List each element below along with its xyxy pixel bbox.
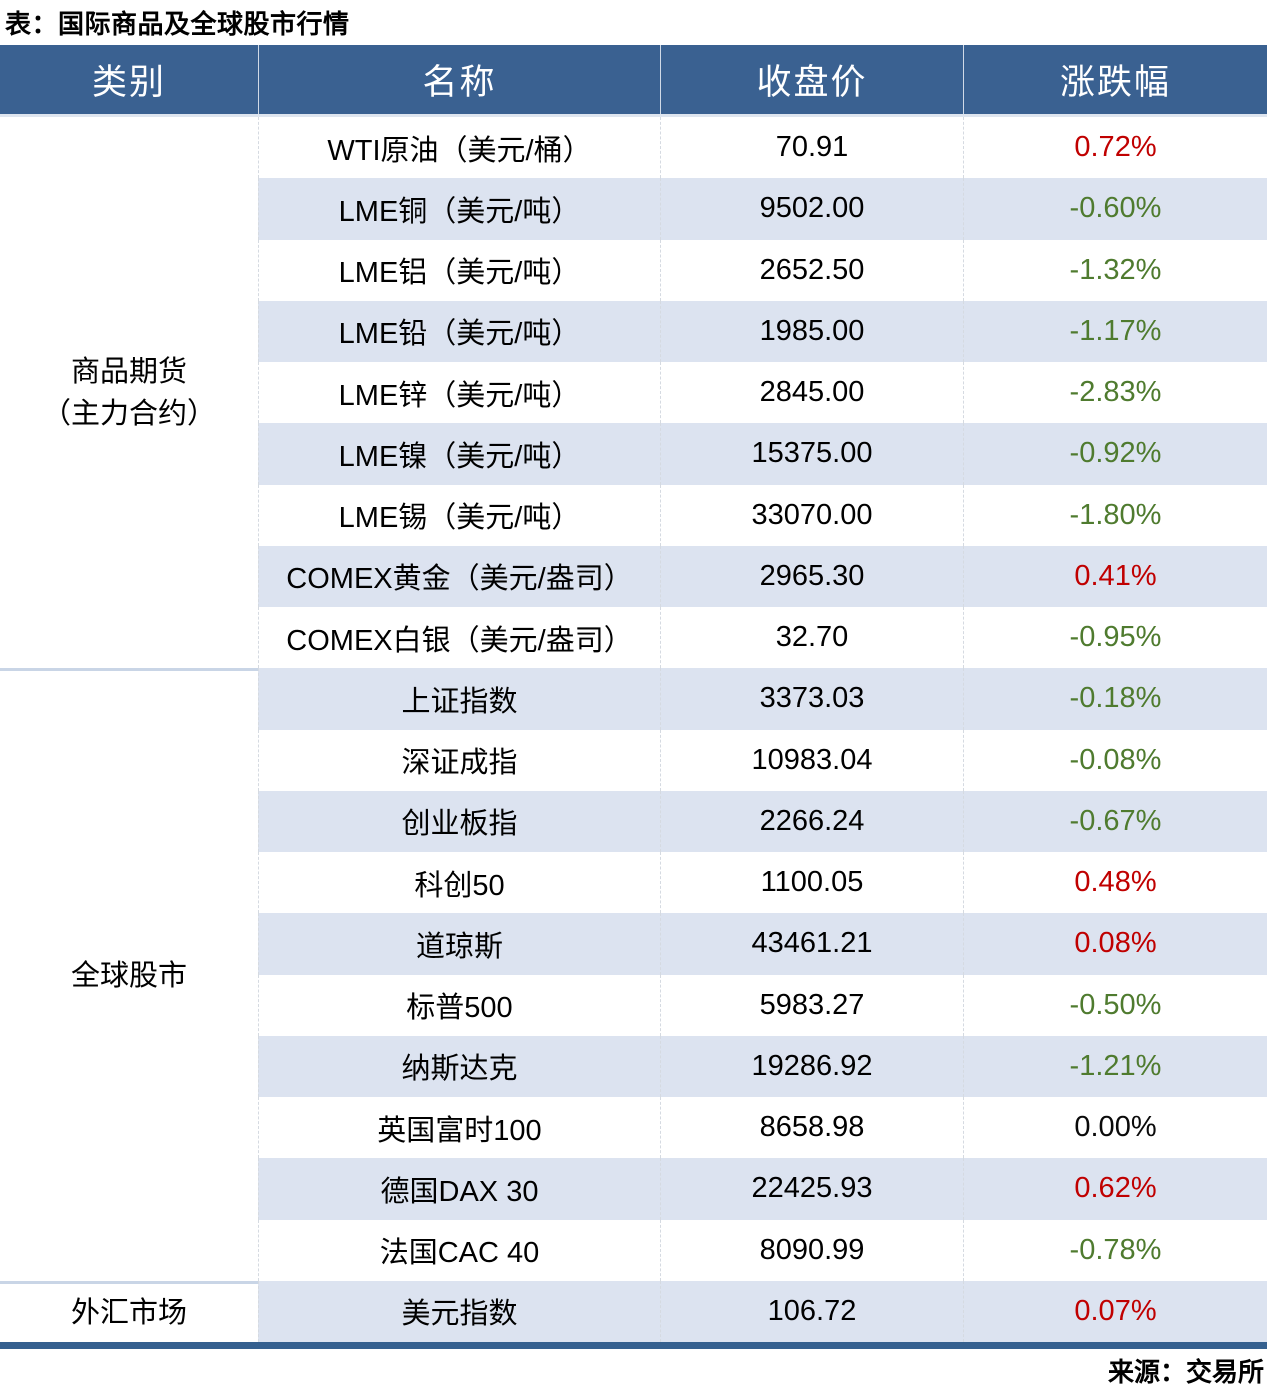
close-price: 2652.50 <box>660 239 963 301</box>
close-price: 70.91 <box>660 117 963 179</box>
instrument-name: COMEX黄金（美元/盎司） <box>258 545 660 607</box>
change-percent: 0.62% <box>963 1158 1267 1220</box>
column-header-category: 类别 <box>91 63 166 102</box>
instrument-name: 德国DAX 30 <box>258 1158 660 1220</box>
instrument-name: LME锌（美元/吨） <box>258 362 660 424</box>
instrument-name: LME镍（美元/吨） <box>258 423 660 485</box>
close-price: 22425.93 <box>660 1158 963 1220</box>
instrument-name: LME铅（美元/吨） <box>258 300 660 362</box>
market-table: 类别 名称 收盘价 涨跌幅 商品期货 （主力合约） WTI原油（美元/桶） 70.91… <box>0 45 1267 1342</box>
category-cell: 全球股市 <box>0 668 258 1281</box>
close-price: 43461.21 <box>660 913 963 975</box>
instrument-name: 上证指数 <box>258 668 660 730</box>
change-percent: 0.00% <box>963 1097 1267 1159</box>
close-price: 10983.04 <box>660 729 963 791</box>
close-price: 19286.92 <box>660 1035 963 1097</box>
page-title: 表：国际商品及全球股市行情 <box>5 9 350 39</box>
category-cell: 外汇市场 <box>0 1280 258 1342</box>
close-price: 32.70 <box>660 607 963 669</box>
column-header-name: 名称 <box>258 45 660 114</box>
instrument-name: 法国CAC 40 <box>258 1219 660 1281</box>
change-percent: 0.08% <box>963 913 1267 975</box>
change-percent: 0.41% <box>963 545 1267 607</box>
close-price: 3373.03 <box>660 668 963 730</box>
close-price: 2965.30 <box>660 545 963 607</box>
table-bottom-border <box>0 1342 1267 1349</box>
instrument-name: 深证成指 <box>258 729 660 791</box>
close-price: 1985.00 <box>660 300 963 362</box>
change-percent: -1.80% <box>963 484 1267 546</box>
instrument-name: 道琼斯 <box>258 913 660 975</box>
close-price: 33070.00 <box>660 484 963 546</box>
instrument-name: LME锡（美元/吨） <box>258 484 660 546</box>
instrument-name: 纳斯达克 <box>258 1035 660 1097</box>
change-percent: -1.21% <box>963 1035 1267 1097</box>
close-price: 1100.05 <box>660 852 963 914</box>
instrument-name: 美元指数 <box>258 1280 660 1342</box>
column-header-change: 涨跌幅 <box>963 45 1267 114</box>
change-percent: -0.18% <box>963 668 1267 730</box>
source-note: 来源：交易所 <box>1107 1356 1264 1387</box>
change-percent: -0.95% <box>963 607 1267 669</box>
table-header-row: 类别 名称 收盘价 涨跌幅 <box>0 45 1267 117</box>
change-percent: -0.50% <box>963 974 1267 1036</box>
instrument-name: 科创50 <box>258 852 660 914</box>
instrument-name: LME铜（美元/吨） <box>258 178 660 240</box>
close-price: 5983.27 <box>660 974 963 1036</box>
category-cell: 商品期货 （主力合约） <box>0 117 258 669</box>
close-price: 9502.00 <box>660 178 963 240</box>
change-percent: -2.83% <box>963 362 1267 424</box>
instrument-name: 创业板指 <box>258 790 660 852</box>
change-percent: 0.72% <box>963 117 1267 179</box>
change-percent: -0.92% <box>963 423 1267 485</box>
change-percent: -0.60% <box>963 178 1267 240</box>
close-price: 2845.00 <box>660 362 963 424</box>
close-price: 15375.00 <box>660 423 963 485</box>
close-price: 106.72 <box>660 1280 963 1342</box>
column-header-close: 收盘价 <box>660 45 963 114</box>
change-percent: -0.78% <box>963 1219 1267 1281</box>
close-price: 8090.99 <box>660 1219 963 1281</box>
instrument-name: WTI原油（美元/桶） <box>258 117 660 179</box>
change-percent: -1.32% <box>963 239 1267 301</box>
instrument-name: COMEX白银（美元/盎司） <box>258 607 660 669</box>
instrument-name: 标普500 <box>258 974 660 1036</box>
close-price: 2266.24 <box>660 790 963 852</box>
close-price: 8658.98 <box>660 1097 963 1159</box>
change-percent: -0.08% <box>963 729 1267 791</box>
instrument-name: 英国富时100 <box>258 1097 660 1159</box>
change-percent: 0.07% <box>963 1280 1267 1342</box>
table-body: 商品期货 （主力合约） WTI原油（美元/桶） 70.91 0.72% LME铜（美元/吨… <box>0 117 1267 1342</box>
instrument-name: LME铝（美元/吨） <box>258 239 660 301</box>
change-percent: -1.17% <box>963 300 1267 362</box>
change-percent: 0.48% <box>963 852 1267 914</box>
change-percent: -0.67% <box>963 790 1267 852</box>
